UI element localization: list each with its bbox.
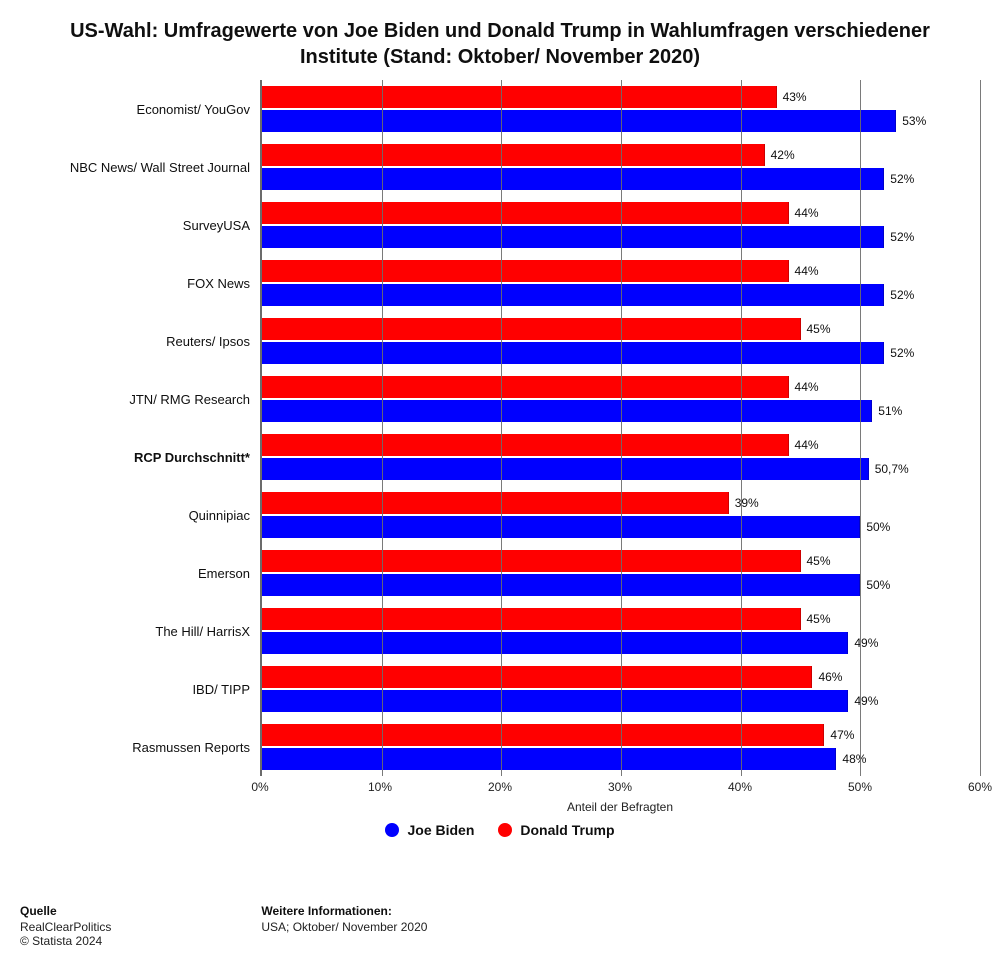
bar-value-biden: 50% — [866, 578, 890, 592]
category-label: Rasmussen Reports — [20, 718, 260, 776]
category-labels-column: Economist/ YouGovNBC News/ Wall Street J… — [20, 80, 260, 776]
bar-value-trump: 39% — [735, 496, 759, 510]
category-label: The Hill/ HarrisX — [20, 602, 260, 660]
category-label: SurveyUSA — [20, 196, 260, 254]
chart-title: US-Wahl: Umfragewerte von Joe Biden und … — [40, 18, 960, 70]
bar-trump — [262, 144, 765, 166]
bar-value-biden: 52% — [890, 346, 914, 360]
bar-value-biden: 50,7% — [875, 462, 909, 476]
footer-info-head: Weitere Informationen: — [261, 904, 427, 918]
bar-value-biden: 52% — [890, 172, 914, 186]
bar-biden — [262, 458, 869, 480]
category-label: IBD/ TIPP — [20, 660, 260, 718]
grid-line — [980, 80, 981, 776]
bar-biden — [262, 400, 872, 422]
bar-value-trump: 44% — [795, 380, 819, 394]
bar-value-biden: 50% — [866, 520, 890, 534]
category-label: Quinnipiac — [20, 486, 260, 544]
bar-value-trump: 44% — [795, 264, 819, 278]
bar-trump — [262, 318, 801, 340]
bar-biden — [262, 516, 860, 538]
x-tick: 50% — [848, 780, 872, 794]
bar-biden — [262, 632, 848, 654]
bar-value-trump: 44% — [795, 206, 819, 220]
bar-trump — [262, 202, 789, 224]
bar-biden — [262, 168, 884, 190]
legend-dot-biden — [385, 823, 399, 837]
bar-value-biden: 49% — [854, 694, 878, 708]
bar-trump — [262, 376, 789, 398]
category-label: Reuters/ Ipsos — [20, 312, 260, 370]
bar-biden — [262, 284, 884, 306]
bar-biden — [262, 342, 884, 364]
bar-trump — [262, 434, 789, 456]
bar-value-biden: 52% — [890, 288, 914, 302]
bar-biden — [262, 690, 848, 712]
bar-value-biden: 53% — [902, 114, 926, 128]
bar-biden — [262, 226, 884, 248]
x-axis: Anteil der Befragten 0%10%20%30%40%50%60… — [260, 776, 980, 816]
x-tick: 60% — [968, 780, 992, 794]
bar-biden — [262, 574, 860, 596]
grid-line — [382, 80, 383, 776]
bar-trump — [262, 666, 812, 688]
bar-value-trump: 45% — [807, 322, 831, 336]
legend-label-biden: Joe Biden — [407, 822, 474, 838]
legend: Joe Biden Donald Trump — [20, 822, 980, 840]
category-label: JTN/ RMG Research — [20, 370, 260, 428]
bar-value-trump: 43% — [783, 90, 807, 104]
x-tick: 10% — [368, 780, 392, 794]
footer-source-head: Quelle — [20, 904, 111, 918]
category-label: Emerson — [20, 544, 260, 602]
page: US-Wahl: Umfragewerte von Joe Biden und … — [0, 0, 1000, 968]
chart-area: Economist/ YouGovNBC News/ Wall Street J… — [20, 80, 980, 776]
bar-biden — [262, 110, 896, 132]
legend-item-biden: Joe Biden — [385, 822, 474, 838]
bar-value-trump: 46% — [818, 670, 842, 684]
grid-line — [860, 80, 861, 776]
x-tick: 40% — [728, 780, 752, 794]
category-label: Economist/ YouGov — [20, 80, 260, 138]
bar-biden — [262, 748, 836, 770]
bar-value-trump: 45% — [807, 554, 831, 568]
bar-trump — [262, 492, 729, 514]
bar-value-biden: 52% — [890, 230, 914, 244]
bar-value-trump: 44% — [795, 438, 819, 452]
plot: 43% 53% 42% 52% 44% 52% 44% 52% 45% 52% 44% 51% 44% 5… — [260, 80, 980, 776]
footer-source-line2: © Statista 2024 — [20, 934, 111, 948]
bar-trump — [262, 608, 801, 630]
bar-trump — [262, 86, 777, 108]
grid-line — [501, 80, 502, 776]
legend-dot-trump — [498, 823, 512, 837]
legend-label-trump: Donald Trump — [520, 822, 614, 838]
bar-value-trump: 47% — [830, 728, 854, 742]
bar-value-trump: 45% — [807, 612, 831, 626]
x-tick: 0% — [251, 780, 268, 794]
plot-column: 43% 53% 42% 52% 44% 52% 44% 52% 45% 52% 44% 51% 44% 5… — [260, 80, 980, 776]
footer-source: Quelle RealClearPolitics © Statista 2024 — [20, 904, 111, 948]
category-label: RCP Durchschnitt* — [20, 428, 260, 486]
bar-value-biden: 48% — [842, 752, 866, 766]
bar-value-trump: 42% — [771, 148, 795, 162]
bar-value-biden: 51% — [878, 404, 902, 418]
footer-source-line1: RealClearPolitics — [20, 920, 111, 934]
category-label: NBC News/ Wall Street Journal — [20, 138, 260, 196]
footer-info: Weitere Informationen: USA; Oktober/ Nov… — [261, 904, 427, 948]
bar-trump — [262, 550, 801, 572]
bar-value-biden: 49% — [854, 636, 878, 650]
legend-item-trump: Donald Trump — [498, 822, 614, 838]
footer-info-line1: USA; Oktober/ November 2020 — [261, 920, 427, 934]
category-label: FOX News — [20, 254, 260, 312]
x-axis-label: Anteil der Befragten — [260, 800, 980, 814]
grid-line — [741, 80, 742, 776]
x-tick: 20% — [488, 780, 512, 794]
footer: Quelle RealClearPolitics © Statista 2024… — [20, 904, 427, 948]
x-tick: 30% — [608, 780, 632, 794]
grid-line — [621, 80, 622, 776]
bar-trump — [262, 260, 789, 282]
